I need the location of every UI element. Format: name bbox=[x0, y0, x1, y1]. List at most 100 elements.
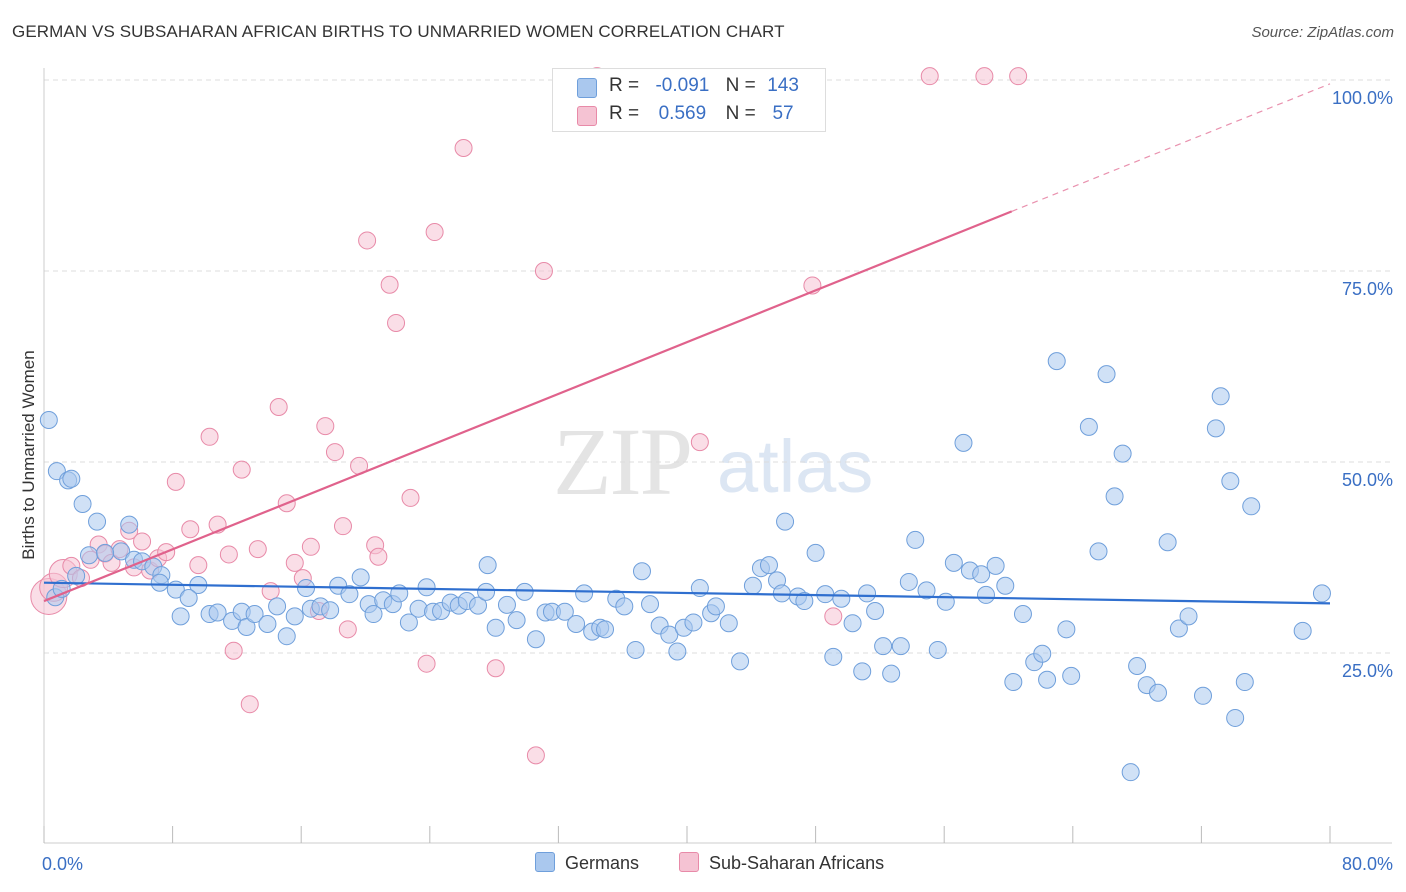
germans-point bbox=[150, 573, 169, 592]
germans-point bbox=[285, 607, 304, 626]
ssa-point bbox=[133, 532, 152, 551]
watermark-atlas: atlas bbox=[717, 425, 873, 508]
x-tick-label-max: 80.0% bbox=[1342, 854, 1393, 874]
ssa-point bbox=[200, 427, 219, 446]
ssa-point bbox=[240, 695, 259, 714]
x-tick-label-min: 0.0% bbox=[42, 854, 83, 874]
ssa-point bbox=[232, 460, 251, 479]
ssa-swatch bbox=[577, 106, 597, 126]
germans-point bbox=[1312, 584, 1331, 603]
ssa-point bbox=[425, 223, 444, 242]
germans-point bbox=[891, 637, 910, 656]
germans-point bbox=[996, 576, 1015, 595]
germans-point bbox=[874, 637, 893, 656]
germans-point bbox=[899, 572, 918, 591]
ssa-point bbox=[269, 397, 288, 416]
germans-point bbox=[96, 543, 115, 562]
ssa-point bbox=[380, 275, 399, 294]
germans-legend-swatch bbox=[535, 852, 555, 872]
germans-point bbox=[853, 662, 872, 681]
germans-point bbox=[208, 603, 227, 622]
germans-point bbox=[976, 585, 995, 604]
ssa-point bbox=[401, 488, 420, 507]
germans-point bbox=[1057, 620, 1076, 639]
germans-point bbox=[1047, 352, 1066, 371]
germans-point bbox=[1179, 607, 1198, 626]
y-tick-label-75: 75.0% bbox=[1342, 279, 1393, 299]
ssa-trend-extension bbox=[1011, 83, 1331, 212]
ssa-point bbox=[1009, 67, 1028, 86]
germans-point bbox=[906, 530, 925, 549]
germans-point bbox=[179, 588, 198, 607]
germans-point bbox=[972, 565, 991, 584]
germans-point bbox=[1004, 673, 1023, 692]
germans-point bbox=[684, 613, 703, 632]
germans-point bbox=[641, 595, 660, 614]
germans-point bbox=[417, 578, 436, 597]
germans-point bbox=[1079, 417, 1098, 436]
germans-point bbox=[477, 582, 496, 601]
germans-point bbox=[795, 592, 814, 611]
germans-point bbox=[1033, 644, 1052, 663]
germans-point bbox=[321, 601, 340, 620]
germans-point bbox=[832, 589, 851, 608]
germans-point bbox=[567, 614, 586, 633]
chart-title: GERMAN VS SUBSAHARAN AFRICAN BIRTHS TO U… bbox=[12, 22, 785, 41]
germans-point bbox=[258, 614, 277, 633]
ssa-point bbox=[454, 138, 473, 157]
germans-point bbox=[478, 556, 497, 575]
legend-n-label: N = bbox=[725, 75, 756, 96]
germans-point bbox=[507, 611, 526, 630]
ssa-point bbox=[248, 540, 267, 559]
germans-point bbox=[632, 562, 651, 581]
legend-r-label: R = bbox=[609, 103, 640, 124]
germans-point bbox=[917, 581, 936, 600]
y-tick-label-25: 25.0% bbox=[1342, 661, 1393, 681]
germans-point bbox=[469, 596, 488, 615]
germans-point bbox=[268, 597, 287, 616]
germans-point bbox=[743, 576, 762, 595]
bottom-legend-germans: Germans bbox=[535, 852, 639, 874]
germans-point bbox=[806, 543, 825, 562]
legend-n-value-ssa: 57 bbox=[772, 103, 794, 124]
germans-trend-line bbox=[43, 581, 1331, 605]
germans-point bbox=[497, 595, 516, 614]
correlation-legend: R = -0.091 N = 143 R = 0.569 N = 57 bbox=[552, 68, 826, 132]
ssa-point bbox=[325, 443, 344, 462]
germans-point bbox=[759, 556, 778, 575]
germans-swatch bbox=[577, 78, 597, 98]
germans-point bbox=[399, 613, 418, 632]
germans-point bbox=[245, 605, 264, 624]
ssa-point bbox=[301, 537, 320, 556]
ssa-legend-swatch bbox=[679, 852, 699, 872]
gridlines bbox=[44, 79, 1392, 654]
germans-point bbox=[237, 618, 256, 637]
germans-point bbox=[626, 640, 645, 659]
germans-point bbox=[62, 469, 81, 488]
germans-point bbox=[39, 410, 58, 429]
sub-saharan-points bbox=[30, 67, 1028, 765]
germans-point bbox=[526, 630, 545, 649]
ssa-point bbox=[333, 517, 352, 536]
ssa-point bbox=[417, 654, 436, 673]
ssa-point bbox=[358, 231, 377, 250]
germans-point bbox=[1097, 365, 1116, 384]
germans-point bbox=[1293, 621, 1312, 640]
ssa-legend-label: Sub-Saharan Africans bbox=[709, 853, 885, 873]
germans-point bbox=[1121, 763, 1140, 782]
ssa-trend-line bbox=[43, 210, 1013, 603]
germans-point bbox=[936, 592, 955, 611]
germans-point bbox=[340, 585, 359, 604]
germans-point bbox=[73, 495, 92, 514]
ssa-point bbox=[975, 67, 994, 86]
germans-point bbox=[1211, 387, 1230, 406]
legend-n-value-germans: 143 bbox=[767, 75, 799, 96]
ssa-point bbox=[316, 417, 335, 436]
germans-point bbox=[776, 512, 795, 531]
germans-point bbox=[1194, 686, 1213, 705]
germans-point bbox=[731, 652, 750, 671]
legend-r-value-ssa: 0.569 bbox=[658, 103, 707, 124]
ssa-point bbox=[219, 545, 238, 564]
germans-point bbox=[660, 625, 679, 644]
